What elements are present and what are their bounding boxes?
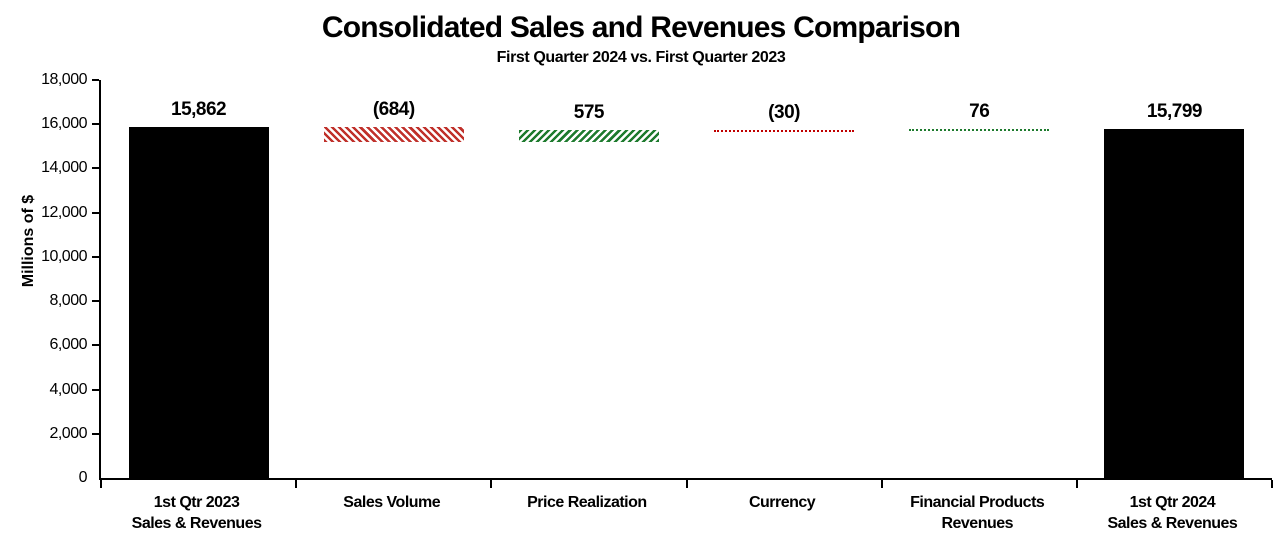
value-label-1st-qtr-2024-sales-and-revenues: 15,799 [1146,100,1203,122]
category-label-price-realization: Price Realization [527,494,647,511]
value-label-currency: (30) [768,101,800,123]
bar-currency [714,129,855,132]
x-axis-tick [1271,480,1273,488]
value-label-1st-qtr-2023-sales-and-revenues: 15,862 [171,99,227,121]
y-axis-tick-label: 18,000 [41,71,87,88]
y-axis-tick [92,432,99,435]
chart-title: Consolidated Sales and Revenues Comparis… [321,11,961,44]
y-axis-tick-label: 10,000 [41,247,87,265]
y-axis-tick [92,79,99,81]
y-axis-tick [92,167,99,170]
category-label-sales-volume: Sales Volume [343,494,441,511]
y-axis-tick-label: 12,000 [41,203,87,221]
y-axis-tick-label: 16,000 [41,115,87,133]
x-axis-tick [1075,480,1078,488]
bar-sales-volume [323,127,464,143]
category-label-1st-qtr-2024-sales-and-revenues: 1st Qtr 2024 Sales & Revenues [1107,494,1238,532]
x-axis-tick [880,480,883,488]
y-axis-label: Millions of $ [20,194,37,288]
y-axis-tick-label: 2,000 [49,424,87,442]
y-axis-tick-label: 14,000 [41,159,87,177]
category-label-currency: Currency [748,494,816,511]
plot-area: 0 2,000 4,000 6,000 8,000 10,000 12,000 14,000 1… [41,72,1273,488]
value-label-financial-products-revenues: 76 [969,100,990,122]
bar-1st-qtr-2023-sales-and-revenues [128,127,269,478]
y-axis-tick-label: 4,000 [49,380,87,398]
y-axis-tick [92,123,99,126]
x-axis-tick [685,480,688,488]
y-axis-tick [92,255,99,258]
bar-price-realization [518,129,659,143]
y-axis-tick [92,388,99,391]
y-axis-tick-label: 0 [78,469,88,486]
bar-financial-products-revenues [909,128,1050,131]
value-label-price-realization: 575 [573,101,605,123]
x-axis-tick [295,480,298,488]
category-label-1st-qtr-2023-sales-and-revenues: 1st Qtr 2023 Sales & Revenues [131,494,262,532]
y-axis-tick-label: 8,000 [49,292,87,310]
bar-1st-qtr-2024-sales-and-revenues [1104,128,1245,478]
y-axis-tick [92,211,99,214]
y-axis-tick [92,344,99,347]
x-axis-tick [100,480,102,488]
chart-subtitle: First Quarter 2024 vs. First Quarter 202… [496,49,786,66]
x-axis-tick [490,480,493,488]
value-label-sales-volume: (684) [372,99,415,121]
y-axis-tick-label: 6,000 [49,336,87,354]
y-axis-tick [92,300,99,303]
category-label-financial-products-revenues: Financial Products Revenues [910,494,1045,532]
